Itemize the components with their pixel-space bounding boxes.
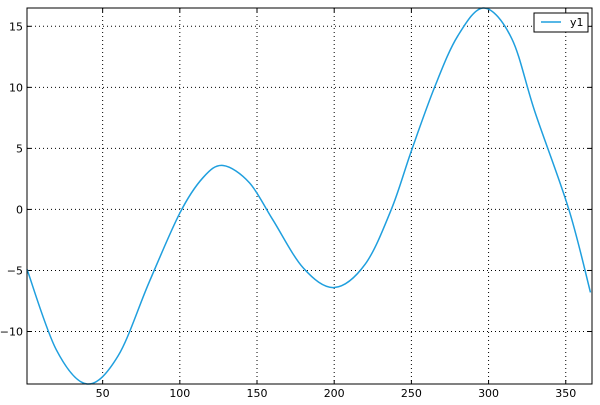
x-tick-label: 50 bbox=[96, 387, 110, 400]
legend: y1 bbox=[533, 12, 589, 33]
plot-frame bbox=[26, 7, 593, 385]
x-tick-label: 200 bbox=[324, 387, 345, 400]
x-tick-label: 250 bbox=[401, 387, 422, 400]
x-tick-label: 300 bbox=[478, 387, 499, 400]
y-tick-label: 5 bbox=[16, 142, 23, 155]
series-line-y1 bbox=[26, 7, 592, 385]
y-tick-label: 0 bbox=[16, 203, 23, 216]
y-tick-label: −10 bbox=[0, 326, 23, 339]
y-tick-label: 15 bbox=[9, 20, 23, 33]
legend-label: y1 bbox=[570, 16, 584, 29]
x-tick-label: 150 bbox=[247, 387, 268, 400]
grid bbox=[27, 8, 592, 384]
x-tick-label: 100 bbox=[169, 387, 190, 400]
x-tick-label: 350 bbox=[555, 387, 576, 400]
y-tick-label: −5 bbox=[7, 264, 23, 277]
ticks: 50 100 150 200 250 300 350 −10 −5 0 5 10 15 bbox=[0, 8, 592, 400]
y-tick-label: 10 bbox=[9, 81, 23, 94]
